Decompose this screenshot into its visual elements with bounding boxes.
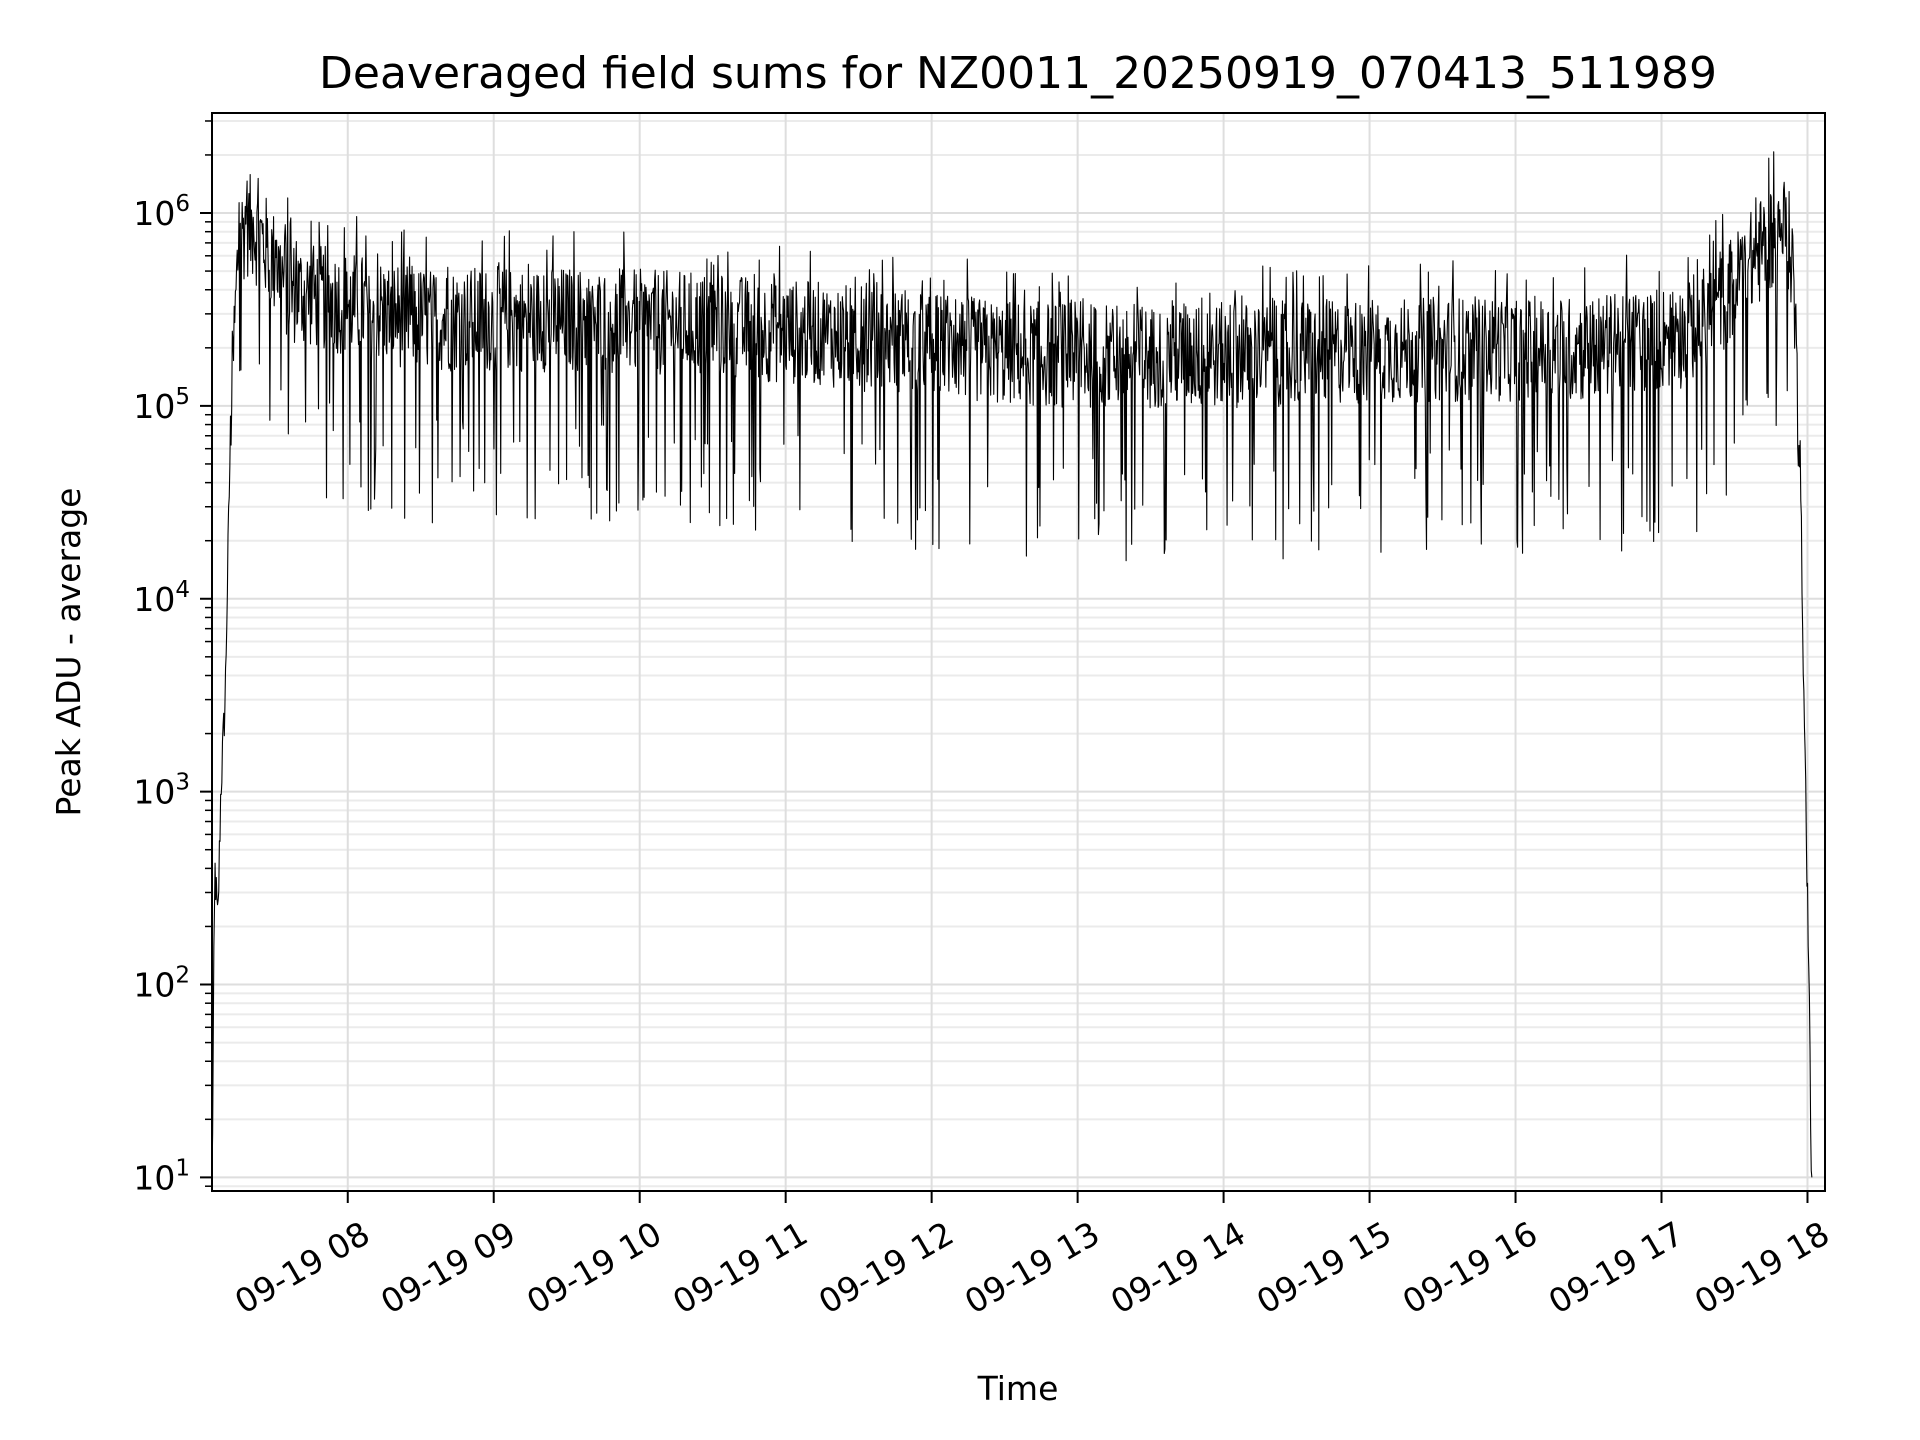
y-tick-label: 104: [133, 577, 190, 619]
data-layer: [211, 151, 1813, 1178]
y-axis: 101 102 103 104 105 106: [133, 120, 212, 1197]
y-tick-label: 103: [133, 770, 190, 812]
grid: [212, 113, 1825, 1191]
x-axis-label: Time: [977, 1369, 1059, 1408]
y-tick-label: 101: [133, 1155, 190, 1197]
y-tick-label: 106: [133, 191, 190, 233]
y-axis-label: Peak ADU - average: [49, 488, 88, 817]
y-tick-label: 102: [133, 963, 190, 1005]
y-tick-label: 105: [133, 384, 190, 426]
chart-title: Deaveraged field sums for NZ0011_2025091…: [319, 48, 1717, 99]
series-line: [211, 151, 1813, 1178]
plot-frame: [211, 112, 1826, 1192]
